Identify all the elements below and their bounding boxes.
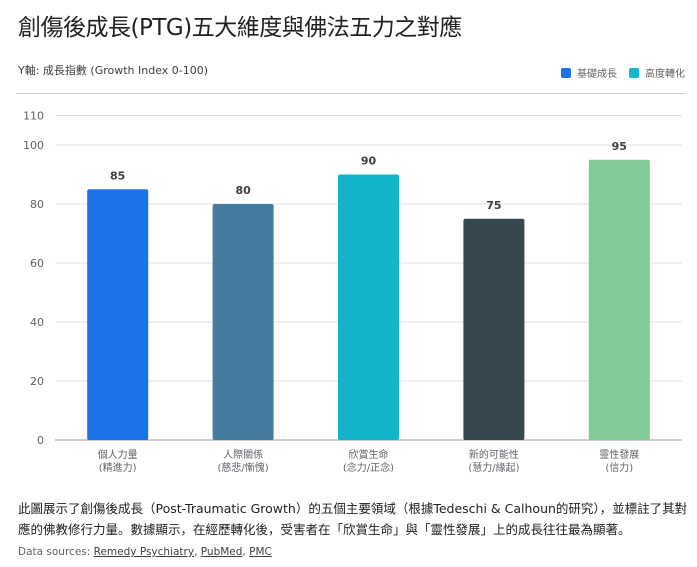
x-tick-label: 欣賞生命 bbox=[349, 448, 389, 461]
x-tick-label: 個人力量 bbox=[98, 448, 138, 461]
bar bbox=[588, 159, 650, 440]
header-divider bbox=[16, 93, 685, 94]
x-tick-sublabel: (精進力) bbox=[99, 461, 137, 474]
x-tick-sublabel: (信力) bbox=[605, 461, 633, 474]
legend-item: 基礎成長 bbox=[561, 65, 617, 80]
x-tick-sublabel: (念力/正念) bbox=[343, 461, 394, 474]
chart-title: 創傷後成長(PTG)五大維度與佛法五力之對應 bbox=[18, 15, 462, 41]
bar bbox=[463, 218, 525, 440]
x-tick-label: 靈性發展 bbox=[599, 448, 639, 461]
x-tick-sublabel: (慧力/緣起) bbox=[468, 461, 519, 474]
source-link-pmc[interactable]: PMC bbox=[249, 546, 272, 558]
source-link-remedy[interactable]: Remedy Psychiatry bbox=[93, 546, 195, 558]
bar-chart: 0 20 40 60 80 100 110 85 個人力量(精進力) 80 人際關係(慈悲/慚愧) 9… bbox=[23, 110, 682, 474]
bar bbox=[212, 204, 274, 440]
legend-swatch bbox=[629, 67, 639, 78]
legend-swatch bbox=[561, 67, 571, 78]
bar bbox=[338, 174, 399, 440]
data-sources: Data sources: Remedy Psychiatry, PubMed,… bbox=[18, 546, 272, 558]
y-tick-label: 0 bbox=[37, 434, 44, 447]
legend-label: 高度轉化 bbox=[645, 69, 685, 80]
y-tick-label: 20 bbox=[30, 375, 44, 388]
source-link-pubmed[interactable]: PubMed bbox=[200, 546, 243, 558]
legend: 基礎成長 高度轉化 bbox=[561, 65, 685, 80]
x-tick-label: 新的可能性 bbox=[469, 448, 519, 461]
y-tick-label: 100 bbox=[23, 139, 44, 152]
legend-item: 高度轉化 bbox=[629, 65, 685, 80]
data-label: 90 bbox=[361, 155, 377, 168]
y-tick-label: 40 bbox=[30, 316, 44, 329]
sources-label: Data sources: bbox=[18, 546, 94, 558]
y-tick-label: 60 bbox=[30, 257, 44, 270]
y-tick-label: 80 bbox=[30, 198, 44, 211]
y-axis-label: Y軸: 成長指數 (Growth Index 0-100) bbox=[18, 64, 209, 77]
y-tick-label: 110 bbox=[23, 110, 44, 123]
x-tick-sublabel: (慈悲/慚愧) bbox=[218, 461, 269, 474]
data-label: 95 bbox=[612, 140, 627, 153]
x-tick-label: 人際關係 bbox=[223, 449, 263, 461]
bar bbox=[87, 189, 149, 440]
data-label: 75 bbox=[486, 199, 501, 212]
legend-label: 基礎成長 bbox=[577, 69, 617, 80]
data-label: 80 bbox=[235, 184, 251, 197]
data-label: 85 bbox=[110, 169, 125, 182]
chart-description: 此圖展示了創傷後成長（Post-Traumatic Growth）的五個主要領域… bbox=[18, 501, 688, 537]
